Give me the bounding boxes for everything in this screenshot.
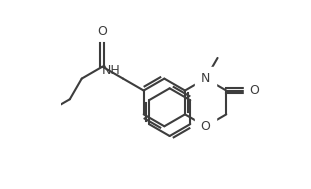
Text: O: O — [97, 25, 107, 38]
Text: O: O — [201, 120, 211, 133]
Text: N: N — [201, 72, 210, 85]
Text: O: O — [250, 84, 259, 97]
Text: NH: NH — [102, 64, 120, 77]
